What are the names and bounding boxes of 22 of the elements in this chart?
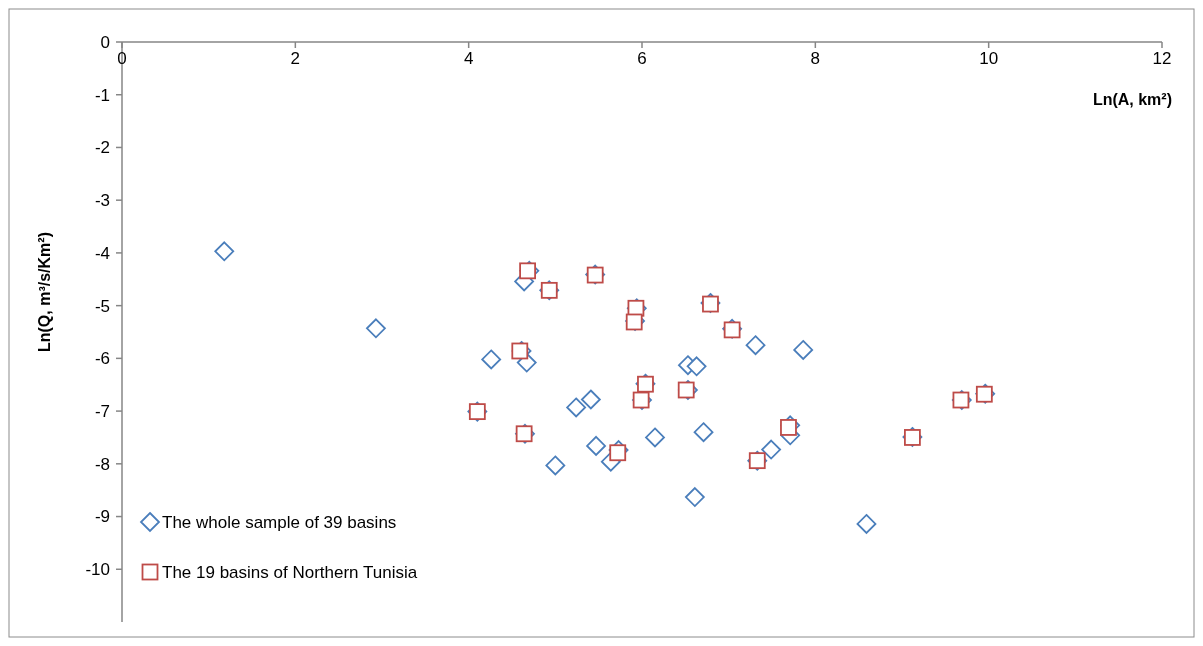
x-tick-label: 4 — [463, 49, 474, 68]
x-axis-title: Ln(A, km²) — [1092, 91, 1172, 108]
x-tick-label: 6 — [637, 49, 647, 68]
y-tick-label: -3 — [94, 191, 110, 211]
y-tick-label: -5 — [94, 296, 110, 316]
y-axis-title: Ln(Q, m³/s/Km²) — [36, 232, 53, 352]
y-tick-label: -10 — [85, 560, 110, 580]
legend-label: The whole sample of 39 basins — [162, 512, 397, 532]
x-tick-label: 2 — [290, 49, 301, 68]
y-tick-label: -4 — [94, 243, 110, 263]
y-tick-label: -9 — [94, 507, 110, 527]
legend-label: The 19 basins of Northern Tunisia — [162, 562, 418, 582]
x-tick-label: 10 — [979, 49, 999, 68]
y-tick-label: -8 — [94, 454, 110, 474]
y-tick-label: -1 — [94, 85, 110, 105]
x-tick-label: 0 — [117, 49, 127, 68]
y-tick-label: 0 — [100, 32, 110, 52]
x-tick-label: 8 — [810, 49, 821, 68]
y-tick-label: -6 — [94, 349, 110, 369]
y-tick-label: -2 — [94, 138, 110, 158]
x-tick-label: 12 — [1152, 49, 1172, 68]
y-tick-label: -7 — [94, 402, 110, 422]
